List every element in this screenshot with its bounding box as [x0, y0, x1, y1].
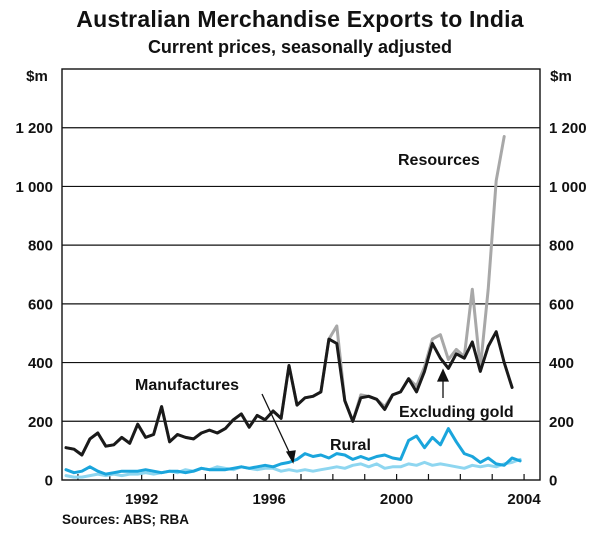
y-tick-label-left: 200	[28, 414, 53, 431]
x-tick-label: 2000	[380, 491, 413, 508]
series-line-excluding-gold	[64, 330, 514, 457]
y-tick-label-left: 800	[28, 238, 53, 255]
gridlines	[62, 127, 540, 422]
series-lines	[64, 135, 522, 479]
y-axis-ticks: 0 0 200 200 400 400 600 600 800 800 1 000 1 000 1 20…	[15, 120, 586, 489]
x-tick-label: 1996	[252, 491, 285, 508]
annotation-excluding-gold: Excluding gold	[399, 404, 514, 421]
x-tick-label: 1992	[125, 491, 158, 508]
source-note: Sources: ABS; RBA	[62, 512, 190, 527]
annotation-manufactures: Manufactures	[135, 377, 239, 394]
annotation-resources: Resources	[398, 152, 480, 169]
y-tick-label-left: 400	[28, 355, 53, 372]
excluding-gold-arrowhead	[436, 368, 450, 382]
chart-subtitle: Current prices, seasonally adjusted	[147, 37, 453, 57]
series-line-manufactures	[64, 457, 522, 479]
y-tick-label-right: 600	[549, 296, 574, 313]
y-tick-label-right: 800	[549, 238, 574, 255]
manufactures-arrowhead	[285, 450, 296, 464]
x-tick-label: 2004	[507, 491, 541, 508]
y-tick-label-left: 1 000	[15, 179, 53, 196]
manufactures-pointer	[261, 393, 292, 457]
annotation-rural: Rural	[330, 437, 371, 454]
chart-title: Australian Merchandise Exports to India	[76, 6, 524, 32]
x-axis-ticks: 1992 1996 2000 2004	[77, 474, 541, 508]
y-tick-label-left: 0	[45, 473, 53, 490]
y-axis-label-left: $m	[26, 68, 48, 85]
y-tick-label-right: 1 000	[549, 179, 587, 196]
y-tick-label-right: 200	[549, 414, 574, 431]
y-tick-label-left: 1 200	[15, 120, 53, 137]
y-tick-label-right: 0	[549, 473, 557, 490]
y-tick-label-right: 400	[549, 355, 574, 372]
y-tick-label-right: 1 200	[549, 120, 587, 137]
y-axis-label-right: $m	[550, 68, 572, 85]
annotation-arrows	[261, 368, 450, 464]
y-tick-label-left: 600	[28, 296, 53, 313]
